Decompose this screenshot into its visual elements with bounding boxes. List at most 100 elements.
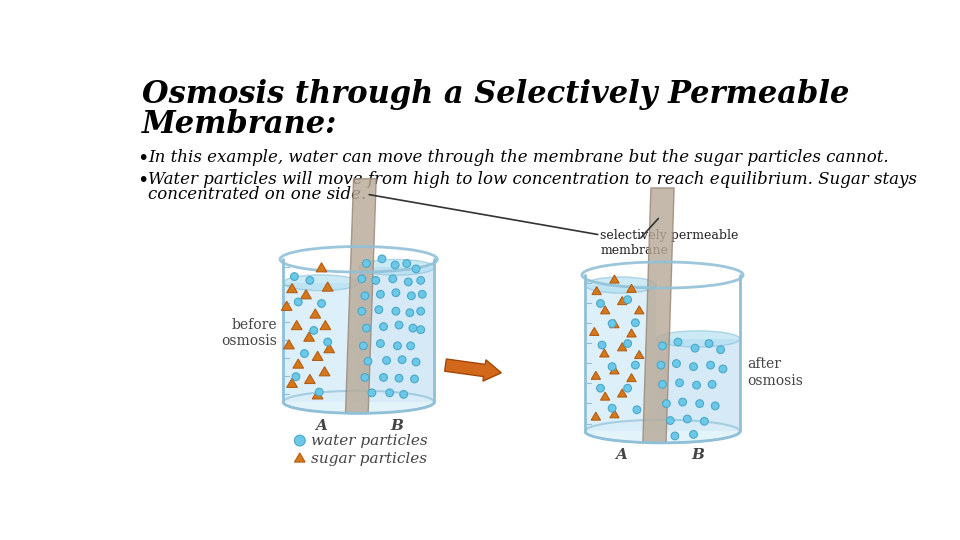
Circle shape [609,320,616,327]
Circle shape [375,306,383,314]
Circle shape [633,406,641,414]
Circle shape [396,374,403,382]
Text: Osmosis through a Selectively Permeable: Osmosis through a Selectively Permeable [142,79,849,110]
Circle shape [399,390,408,398]
Circle shape [389,275,396,283]
Circle shape [361,374,369,381]
Circle shape [666,417,674,424]
Circle shape [596,300,605,307]
Bar [657,339,740,431]
Text: In this example, water can move through the membrane but the sugar particles can: In this example, water can move through … [148,150,889,166]
Polygon shape [316,262,327,272]
Circle shape [295,298,302,306]
Polygon shape [591,372,601,379]
Circle shape [406,309,414,316]
Circle shape [693,381,701,389]
Circle shape [383,356,391,365]
Circle shape [417,276,424,284]
Polygon shape [300,289,311,299]
Bar [359,267,434,402]
Circle shape [291,273,299,280]
Circle shape [671,432,679,440]
Circle shape [679,398,686,406]
Circle shape [419,291,426,298]
Text: sugar particles: sugar particles [311,452,427,466]
Bar [283,283,359,402]
Ellipse shape [283,391,434,413]
Circle shape [392,307,399,315]
Circle shape [659,342,666,350]
Polygon shape [303,332,315,341]
Bar [585,285,657,431]
Ellipse shape [657,331,740,347]
Circle shape [632,361,639,369]
Polygon shape [324,343,335,353]
Text: Water particles will move from high to low concentration to reach equilibrium. S: Water particles will move from high to l… [148,171,917,188]
Circle shape [609,363,616,370]
Polygon shape [617,343,627,351]
Circle shape [624,340,632,347]
Ellipse shape [585,420,740,443]
Circle shape [706,340,713,347]
Ellipse shape [585,277,657,293]
Circle shape [376,340,384,347]
Circle shape [684,415,691,423]
Polygon shape [589,327,599,335]
Text: Membrane:: Membrane: [142,110,337,140]
Circle shape [363,325,371,332]
Text: after
osmosis: after osmosis [748,357,804,388]
Polygon shape [610,366,619,374]
Circle shape [392,261,399,269]
Ellipse shape [359,259,434,275]
Polygon shape [617,296,627,305]
Text: concentrated on one side.: concentrated on one side. [148,186,366,204]
Circle shape [701,417,708,425]
Text: A: A [614,448,627,462]
Circle shape [711,402,719,410]
Polygon shape [591,412,601,420]
Text: •: • [137,171,149,190]
Circle shape [689,363,697,370]
Text: B: B [692,448,705,462]
Circle shape [707,361,714,369]
Polygon shape [627,284,636,292]
Polygon shape [281,301,292,310]
Circle shape [404,278,412,286]
Text: •: • [137,150,149,168]
Circle shape [624,296,632,303]
Circle shape [379,323,388,330]
Circle shape [659,381,666,388]
Text: before
osmosis: before osmosis [221,318,276,348]
Circle shape [689,430,697,438]
Circle shape [310,327,318,334]
Polygon shape [287,284,298,293]
Polygon shape [635,350,644,359]
Circle shape [717,346,725,354]
Polygon shape [600,392,610,400]
Polygon shape [617,389,627,397]
Circle shape [719,365,727,373]
Circle shape [359,342,368,350]
Circle shape [396,321,403,329]
Polygon shape [283,340,295,349]
Circle shape [364,357,372,365]
Circle shape [372,276,379,284]
Circle shape [315,388,324,396]
Text: selectively permeable
membrane: selectively permeable membrane [601,229,739,257]
Polygon shape [346,179,376,413]
Text: water particles: water particles [311,434,427,448]
Polygon shape [291,320,302,330]
Polygon shape [627,374,636,382]
Polygon shape [627,329,636,337]
FancyArrow shape [444,359,501,381]
Circle shape [379,374,388,381]
Circle shape [363,260,371,267]
Polygon shape [295,453,305,462]
Circle shape [407,342,415,350]
Circle shape [398,356,406,363]
Ellipse shape [283,275,359,291]
Polygon shape [592,287,601,295]
Circle shape [386,389,394,397]
Circle shape [358,307,366,315]
Circle shape [632,319,639,327]
